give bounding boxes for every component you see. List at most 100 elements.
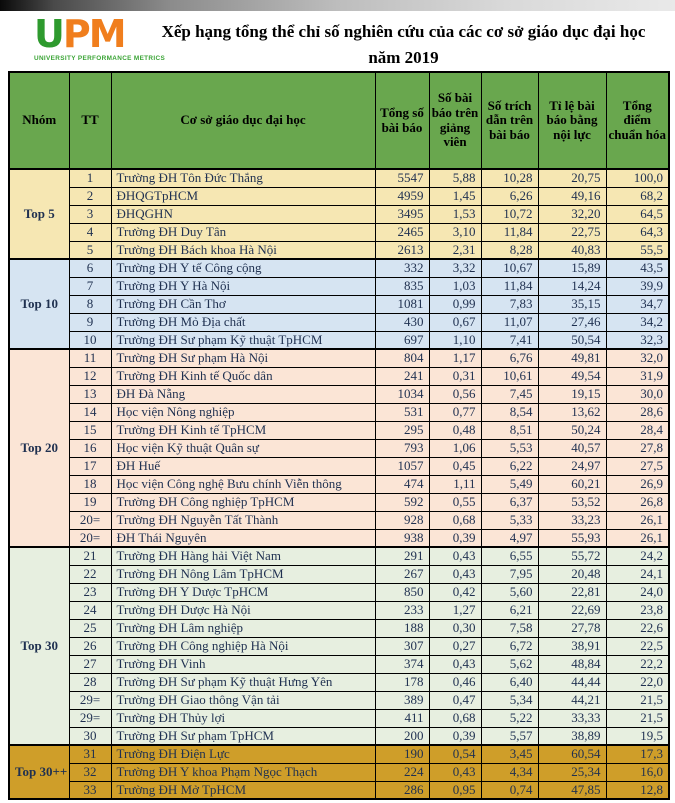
cell-citations-per-paper: 5,49 [480,474,539,494]
cell-total-papers: 938 [374,528,430,548]
cell-citations-per-paper: 5,62 [480,654,539,674]
cell-citations-per-paper: 7,83 [480,294,539,314]
cell-internal-rate: 15,89 [537,258,607,278]
cell-papers-per-lecturer: 0,43 [428,762,482,782]
masthead: UPM UNIVERSITY PERFORMANCE METRICS Xếp h… [0,11,675,69]
cell-citations-per-paper: 11,07 [480,312,539,332]
cell-internal-rate: 44,44 [537,672,607,692]
cell-total-papers: 1081 [374,294,430,314]
cell-normalized-score: 39,9 [605,276,670,296]
table-row: Top 30 21 Trường ĐH Hàng hải Việt Nam 291 0,… [8,546,670,746]
cell-internal-rate: 14,24 [537,276,607,296]
cell-institution: Trường ĐH Y tế Công cộng [110,258,376,278]
cell-internal-rate: 40,83 [537,240,607,260]
cell-institution: Trường ĐH Dược Hà Nội [110,600,376,620]
cell-rank: 17 [68,456,112,476]
cell-total-papers: 1057 [374,456,430,476]
cell-papers-per-lecturer: 1,45 [428,186,482,206]
cell-internal-rate: 22,75 [537,222,607,242]
cell-citations-per-paper: 7,41 [480,330,539,350]
table-row: 32 Trường ĐH Y khoa Phạm Ngọc Thạch 224 0,4… [9,762,670,782]
cell-papers-per-lecturer: 2,31 [428,240,482,260]
cell-citations-per-paper: 10,28 [480,168,539,188]
cell-rank: 13 [68,384,112,404]
cell-papers-per-lecturer: 5,88 [428,168,482,188]
logo-letter-p: P [62,12,91,56]
cell-institution: Học viện Công nghệ Bưu chính Viễn thông [110,474,376,494]
cell-internal-rate: 32,20 [537,204,607,224]
column-header-institution: Cơ sở giáo dục đại học [110,71,376,170]
cell-rank: 32 [68,762,112,782]
cell-papers-per-lecturer: 0,55 [428,492,482,512]
cell-papers-per-lecturer: 1,53 [428,204,482,224]
cell-normalized-score: 28,6 [605,402,670,422]
cell-internal-rate: 33,23 [537,510,607,530]
cell-total-papers: 928 [374,510,430,530]
cell-internal-rate: 20,75 [537,168,607,188]
cell-institution: Trường ĐH Vinh [110,654,376,674]
cell-total-papers: 835 [374,276,430,296]
cell-citations-per-paper: 7,58 [480,618,539,638]
cell-normalized-score: 64,3 [605,222,670,242]
cell-normalized-score: 24,2 [605,546,670,566]
table-row: 15 Trường ĐH Kinh tế TpHCM 295 0,48 8,51 50,2… [9,420,670,440]
column-header-total-papers: Tổng số bài báo [374,71,430,170]
cell-rank: 25 [68,618,112,638]
table-row: Top 5 1 Trường ĐH Tôn Đức Thắng 5547 5,88 10,… [8,168,670,260]
cell-rank: 20= [68,528,112,548]
cell-normalized-score: 32,3 [605,330,670,350]
cell-rank: 18 [68,474,112,494]
group-cell: Top 5 [8,168,70,260]
cell-citations-per-paper: 5,34 [480,690,539,710]
cell-citations-per-paper: 6,22 [480,456,539,476]
cell-total-papers: 295 [374,420,430,440]
cell-papers-per-lecturer: 0,54 [428,744,482,764]
cell-institution: Trường ĐH Nguyễn Tất Thành [110,510,376,530]
page-title-line2: năm 2019 [368,47,439,67]
cell-institution: ĐH Huế [110,456,376,476]
cell-internal-rate: 49,54 [537,366,607,386]
cell-internal-rate: 60,21 [537,474,607,494]
cell-normalized-score: 55,5 [605,240,670,260]
column-header-rank: TT [68,71,112,170]
table-row: 26 Trường ĐH Công nghiệp Hà Nội 307 0,27 6,7… [9,636,670,656]
cell-normalized-score: 31,9 [605,366,670,386]
cell-institution: Trường ĐH Sư phạm Hà Nội [110,348,376,368]
cell-citations-per-paper: 6,26 [480,186,539,206]
table-row: 27 Trường ĐH Vinh 374 0,43 5,62 48,84 22,2 [9,654,670,674]
cell-institution: Trường ĐH Điện Lực [110,744,376,764]
cell-rank: 6 [68,258,112,278]
cell-institution: Trường ĐH Mỏ Địa chất [110,312,376,332]
column-header-citations-per-paper: Số trích dẫn trên bài báo [480,71,539,170]
cell-papers-per-lecturer: 0,68 [428,510,482,530]
cell-institution: Trường ĐH Sư phạm TpHCM [110,726,376,746]
cell-normalized-score: 26,1 [605,528,670,548]
cell-papers-per-lecturer: 1,03 [428,276,482,296]
cell-citations-per-paper: 3,45 [480,744,539,764]
table-row: 14 Học viện Nông nghiệp 531 0,77 8,54 13,62 28… [9,402,670,422]
table-row: 30 Trường ĐH Sư phạm TpHCM 200 0,39 5,57 38,8… [9,726,670,746]
cell-internal-rate: 22,81 [537,582,607,602]
column-header-papers-per-lecturer: Số bài báo trên giảng viên [428,71,482,170]
column-header-internal-rate: Tỉ lệ bài báo bằng nội lực [537,71,607,170]
cell-papers-per-lecturer: 0,39 [428,726,482,746]
cell-normalized-score: 12,8 [605,780,670,800]
cell-institution: ĐH Thái Nguyên [110,528,376,548]
cell-rank: 3 [68,204,112,224]
cell-total-papers: 4959 [374,186,430,206]
cell-normalized-score: 21,5 [605,690,670,710]
table-row: 25 Trường ĐH Lâm nghiệp 188 0,30 7,58 27,78 22… [9,618,670,638]
table-row: 13 ĐH Đà Nẵng 1034 0,56 7,45 19,15 30,0 [9,384,670,404]
cell-papers-per-lecturer: 3,32 [428,258,482,278]
top-gradient-band [0,0,675,11]
cell-total-papers: 804 [374,348,430,368]
cell-normalized-score: 22,5 [605,636,670,656]
cell-internal-rate: 49,16 [537,186,607,206]
cell-citations-per-paper: 5,60 [480,582,539,602]
cell-institution: Trường ĐH Nông Lâm TpHCM [110,564,376,584]
cell-total-papers: 267 [374,564,430,584]
cell-rank: 23 [68,582,112,602]
cell-rank: 1 [68,168,112,188]
cell-rank: 33 [68,780,112,800]
cell-citations-per-paper: 6,21 [480,600,539,620]
